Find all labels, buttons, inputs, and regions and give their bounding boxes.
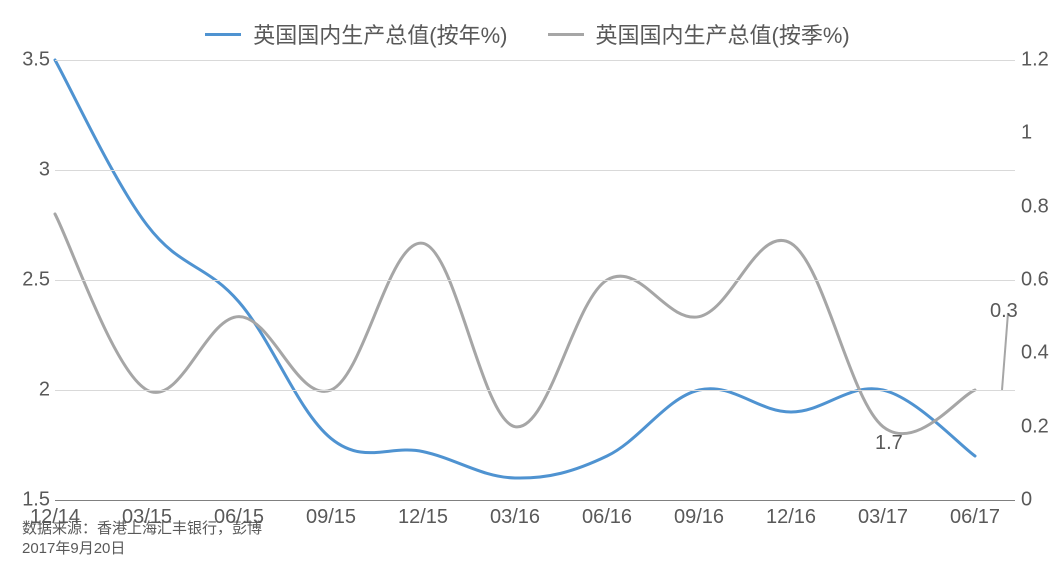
y-left-tick: 2 (39, 379, 50, 402)
source-line2: 2017年9月20日 (22, 539, 262, 559)
legend-label-yearly: 英国国内生产总值(按年%) (253, 18, 507, 50)
x-tick: 03/16 (490, 506, 540, 529)
y-left-tick: 3 (39, 159, 50, 182)
x-tick: 12/16 (766, 506, 816, 529)
legend-label-quarterly: 英国国内生产总值(按季%) (596, 18, 850, 50)
x-tick: 03/17 (858, 506, 908, 529)
gridline (55, 60, 1015, 61)
series-line-quarterly (55, 214, 975, 434)
source-line1: 数据来源：香港上海汇丰银行，彭博 (22, 519, 262, 539)
x-tick: 06/16 (582, 506, 632, 529)
y-right-tick: 1 (1021, 122, 1032, 145)
y-left-tick: 2.5 (22, 269, 50, 292)
series-line-yearly (55, 60, 975, 478)
gridline (55, 170, 1015, 171)
gridline (55, 500, 1015, 501)
y-right-tick: 1.2 (1021, 49, 1049, 72)
gridline (55, 280, 1015, 281)
y-right-tick: 0.8 (1021, 195, 1049, 218)
legend-swatch-quarterly (548, 33, 584, 36)
data-label: 1.7 (875, 432, 903, 455)
callout-line (1002, 313, 1008, 390)
y-right-tick: 0.4 (1021, 342, 1049, 365)
source-note: 数据来源：香港上海汇丰银行，彭博 2017年9月20日 (22, 519, 262, 560)
y-right-tick: 0.2 (1021, 415, 1049, 438)
legend: 英国国内生产总值(按年%) 英国国内生产总值(按季%) (0, 18, 1055, 50)
data-label: 0.3 (990, 300, 1018, 323)
y-left-tick: 3.5 (22, 49, 50, 72)
y-right-tick: 0 (1021, 489, 1032, 512)
gridline (55, 390, 1015, 391)
uk-gdp-chart: 英国国内生产总值(按年%) 英国国内生产总值(按季%) 1.522.533.50… (0, 0, 1055, 587)
x-tick: 06/17 (950, 506, 1000, 529)
y-right-tick: 0.6 (1021, 269, 1049, 292)
x-tick: 09/16 (674, 506, 724, 529)
x-tick: 09/15 (306, 506, 356, 529)
legend-item-quarterly: 英国国内生产总值(按季%) (548, 18, 850, 50)
legend-item-yearly: 英国国内生产总值(按年%) (205, 18, 507, 50)
legend-swatch-yearly (205, 33, 241, 36)
x-tick: 12/15 (398, 506, 448, 529)
